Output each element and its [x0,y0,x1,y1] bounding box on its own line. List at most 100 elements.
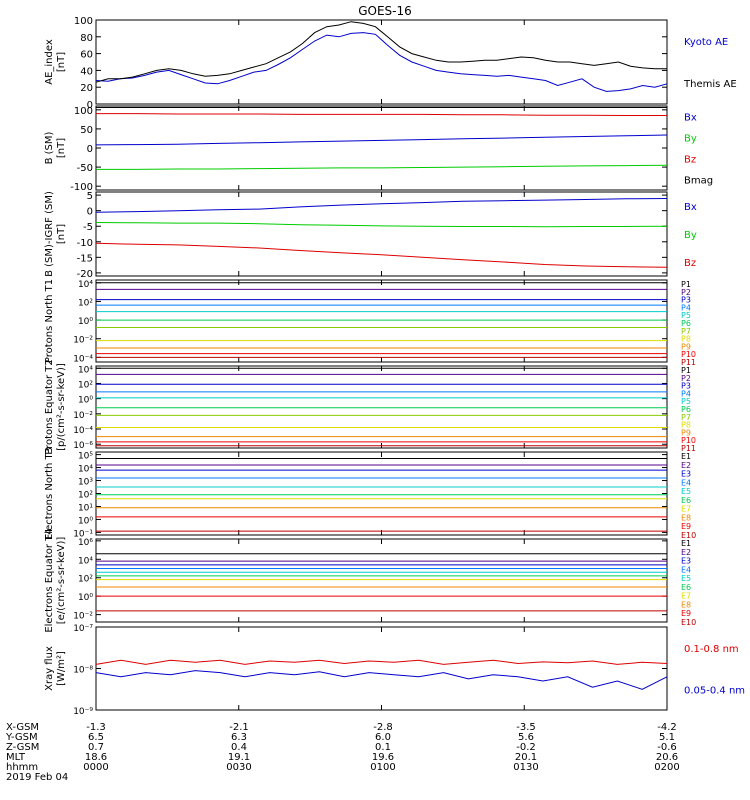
hhmm-2: 0100 [370,762,395,773]
y-tick-label: 10⁴ [78,280,93,290]
y-tick-label: 10³ [78,478,93,488]
y-tick-label: -15 [77,253,93,264]
y-tick-label: 10² [78,491,93,501]
series-line-0-1-0-8-nm [95,659,668,665]
panel-frame [95,19,668,105]
panel-7: 10⁻⁷ 10⁻⁸ 10⁻⁹ Xray flux [W/m²] 0.1-0.8 nm 0.0… [44,624,745,717]
legend-p4: P4 [681,389,691,398]
legend-p9: P9 [681,428,691,437]
legend-e10: E10 [681,618,696,627]
legend-p5: P5 [681,397,691,406]
legend-e5: E5 [681,574,691,583]
y-tick-label: 100 [74,106,93,117]
hhmm-3: 0130 [513,762,538,773]
panel-5: 10⁵ 10⁴ 10³ 10² 10¹ 10⁰ 10⁻¹ Electrons North T3… [44,447,696,540]
y-tick-label: 10¹ [78,503,93,513]
y-tick-label: 10⁻⁷ [73,624,93,634]
ygsm-1: 6.3 [231,732,247,743]
legend-bx: Bx [684,202,697,213]
y-tick-label: 10⁻⁴ [73,354,93,364]
y-tick-label: 0 [87,100,93,111]
y-tick-label: 80 [80,33,93,44]
legend-e1: E1 [681,452,691,461]
footer-date: 2019 Feb 04 [6,772,68,783]
footer-label-1: Y-GSM [5,732,38,743]
legend-p1: P1 [681,366,691,375]
y-axis-label: B (SM)-IGRF (SM) [44,191,55,277]
panel-frame [95,365,668,449]
y-axis-label: Xray flux [44,646,55,691]
y-tick-label: 10⁻² [73,336,93,346]
legend-p2: P2 [681,374,691,383]
ygsm-0: 6.5 [88,732,104,743]
series-line-bz [96,113,667,116]
hhmm-1: 0030 [226,762,251,773]
y-axis-unit: [nT] [56,138,67,158]
legend-e2: E2 [681,461,691,470]
legend-p5: P5 [681,311,691,320]
hhmm-0: 0000 [83,762,108,773]
y-tick-label: -50 [77,163,93,174]
y-tick-label: 10⁻² [73,411,93,421]
y-tick-label: 5 [87,191,93,202]
panel-0: 0 20 40 60 80 100 AE_index [nT] Kyoto AE Themis A… [44,16,737,111]
ygsm-4: 5.1 [659,732,675,743]
legend-p9: P9 [681,342,691,351]
legend-p11: P11 [681,444,696,453]
y-tick-label: 10⁻⁴ [73,426,93,436]
legend-e9: E9 [681,522,691,531]
y-tick-label: 10⁻¹ [73,529,93,539]
y-tick-label: 100 [74,16,93,27]
legend-bmag: Bmag [684,176,713,187]
y-tick-label: -5 [83,222,93,233]
mlt-0: 18.6 [85,752,107,763]
legend-p1: P1 [681,280,691,289]
legend-p7: P7 [681,413,691,422]
footer-label-0: X-GSM [6,722,39,733]
legend-e8: E8 [681,600,691,609]
legend-kyoto-ae: Kyoto AE [684,37,728,48]
legend-e3: E3 [681,557,691,566]
panel-2: -20 -15 -10 -5 0 5 B (SM)-IGRF (SM) [nT] Bx By Bz [44,191,697,280]
zgsm-3: -0.2 [516,742,536,753]
legend-p3: P3 [681,382,691,391]
panel-frame [95,191,668,277]
zgsm-0: 0.7 [88,742,104,753]
legend-e2: E2 [681,548,691,557]
xgsm-1: -2.1 [229,722,249,733]
legend-p7: P7 [681,327,691,336]
y-tick-label: 0 [87,207,93,218]
legend-p6: P6 [681,319,691,328]
y-tick-label: 60 [80,50,93,61]
y-tick-label: 10⁰ [78,516,93,526]
legend-p6: P6 [681,405,691,414]
y-tick-label: 10⁰ [78,317,93,327]
footer-label-3: MLT [6,752,26,763]
y-axis-label: AE_index [44,39,55,85]
zgsm-2: 0.1 [375,742,391,753]
series-line-bx [95,134,668,146]
panel-frame [95,538,668,623]
legend-p10: P10 [681,350,696,359]
legend-p2: P2 [681,288,691,297]
zgsm-4: -0.6 [657,742,677,753]
legend-e7: E7 [681,505,691,514]
xgsm-2: -2.8 [373,722,393,733]
legend-e1: E1 [681,539,691,548]
y-tick-label: 10⁶ [78,538,93,548]
y-tick-label: 10⁴ [78,365,93,375]
footer-label-2: Z-GSM [6,742,39,753]
y-axis-label: Electrons Equator T4 [44,528,55,632]
xgsm-3: -3.5 [516,722,536,733]
legend-p3: P3 [681,296,691,305]
y-axis-unit: [nT] [56,224,67,244]
footer-ephemeris: X-GSM Y-GSM Z-GSM MLT hhmm 2019 Feb 04 -… [5,722,680,783]
legend-e7: E7 [681,592,691,601]
y-tick-label: 10⁴ [78,556,93,566]
legend-e6: E6 [681,496,691,505]
series-line-bx [95,198,668,213]
series-line-by [95,222,668,228]
xgsm-4: -4.2 [657,722,677,733]
